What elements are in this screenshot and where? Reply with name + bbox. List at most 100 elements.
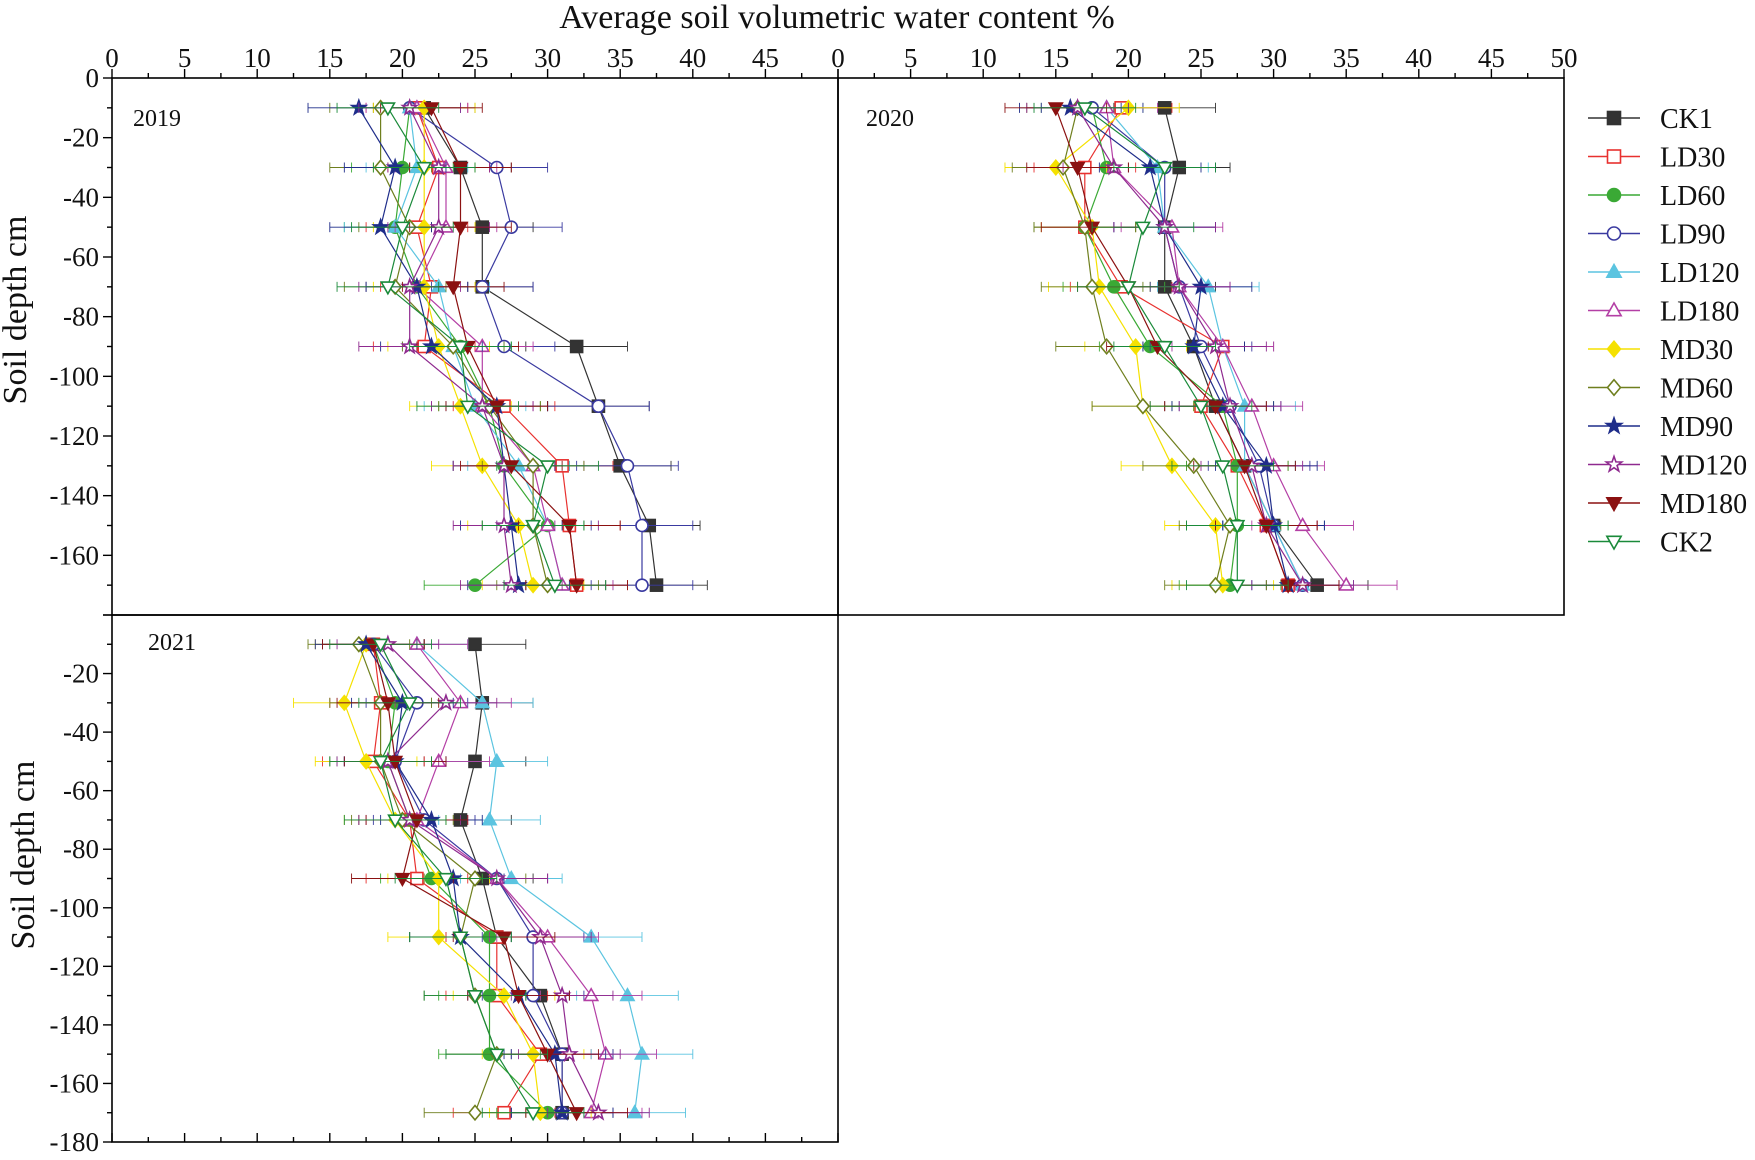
data-point: [394, 872, 411, 888]
data-point: [452, 931, 469, 946]
y-tick-label: -80: [63, 834, 99, 864]
x-tick-label: 45: [752, 43, 779, 73]
x-tick-label: 40: [679, 43, 706, 73]
data-point: [1134, 221, 1151, 236]
series-CK2: [336, 102, 607, 594]
data-point: [436, 692, 456, 711]
x-tick-label: 10: [970, 43, 997, 73]
x-tick-label: 10: [244, 43, 271, 73]
data-point: [421, 336, 441, 355]
panel-title: 2021: [148, 630, 196, 656]
data-point: [583, 987, 600, 1002]
data-point: [1140, 157, 1160, 176]
data-point: [561, 519, 578, 535]
data-point: [372, 755, 389, 770]
legend-marker: [1606, 110, 1622, 126]
top-axis-title: Average soil volumetric water content %: [559, 0, 1114, 36]
legend-marker: [1606, 339, 1622, 359]
data-point: [1293, 575, 1313, 594]
data-point: [400, 276, 420, 295]
legend-entry-MD120: MD120: [1588, 451, 1747, 482]
data-point: [423, 102, 440, 117]
legend-entry-CK2: CK2: [1588, 528, 1713, 559]
y-axis-title-top: Soil depth cm: [0, 216, 34, 405]
data-point: [429, 217, 449, 236]
data-point: [488, 400, 505, 415]
legend-marker: [1606, 187, 1622, 203]
y-tick-label: -160: [50, 1068, 100, 1098]
data-point: [429, 157, 449, 176]
x-tick-label: 20: [1115, 43, 1142, 73]
panels: 0 5 10 15 20 25 30 35 40 450-20-40-60-80-100-120-…: [50, 43, 1578, 1157]
legend-marker: [1605, 535, 1623, 551]
y-tick-label: -120: [50, 421, 100, 451]
data-point: [1236, 460, 1253, 475]
data-point: [635, 578, 649, 592]
legend-marker: [1605, 262, 1623, 279]
legend-entry-MD90: MD90: [1588, 412, 1733, 443]
legend-marker: [1605, 301, 1623, 317]
data-point: [503, 460, 520, 475]
data-point: [1220, 396, 1240, 415]
legend-marker: [1603, 453, 1625, 474]
y-tick-label: -180: [50, 1127, 100, 1155]
data-point: [1156, 340, 1173, 356]
data-point: [568, 579, 585, 594]
data-point: [401, 697, 418, 712]
legend-entry-LD60: LD60: [1588, 181, 1725, 212]
data-point: [530, 927, 550, 946]
legend-label: LD120: [1660, 258, 1739, 289]
legend-marker: [1606, 378, 1622, 397]
y-tick-label: -20: [63, 659, 99, 689]
legend-entry-MD30: MD30: [1588, 335, 1733, 366]
data-point: [503, 869, 520, 885]
y-tick-label: -60: [63, 776, 99, 806]
data-point: [525, 1107, 542, 1122]
legend-label: MD180: [1660, 489, 1747, 520]
data-point: [496, 931, 513, 946]
panel-title: 2019: [133, 106, 181, 132]
legend-label: MD90: [1660, 412, 1733, 443]
x-tick-label: 15: [1042, 43, 1069, 73]
data-point: [387, 755, 404, 770]
data-point: [472, 396, 492, 415]
data-point: [546, 579, 563, 594]
data-point: [634, 1045, 650, 1060]
data-point: [445, 281, 462, 296]
data-point: [588, 1102, 608, 1121]
panel-2021: -20 -40 -60 -80 -100 -120 -140 -160 -180 2021: [50, 614, 839, 1157]
data-point: [591, 399, 606, 413]
data-point: [559, 1044, 579, 1063]
data-point: [467, 990, 483, 1005]
data-point: [371, 217, 391, 236]
data-point: [481, 811, 498, 826]
x-tick-label: 15: [316, 43, 343, 73]
data-point: [1193, 400, 1209, 415]
x-tick-label: 5: [904, 43, 918, 73]
data-point: [1156, 161, 1173, 177]
data-point: [1076, 102, 1093, 117]
y-tick-label: -100: [50, 361, 100, 391]
data-point: [400, 97, 420, 116]
data-point: [1229, 579, 1246, 594]
data-point: [452, 340, 469, 356]
data-point: [539, 460, 556, 475]
data-point: [1184, 336, 1204, 355]
y-tick-label: -100: [50, 893, 100, 923]
legend-label: LD90: [1660, 220, 1725, 251]
data-point: [1258, 519, 1275, 535]
y-axis-title-bottom: Soil depth cm: [5, 761, 42, 950]
legend-entry-LD30: LD30: [1588, 143, 1725, 174]
panel-title: 2020: [866, 106, 914, 132]
legend-label: MD120: [1660, 451, 1747, 482]
legend-label: MD60: [1660, 374, 1733, 405]
x-tick-label: 40: [1405, 43, 1432, 73]
x-tick-label: 35: [607, 43, 634, 73]
legend-marker: [1605, 496, 1623, 513]
legend-entry-CK1: CK1: [1588, 104, 1713, 135]
legend-entry-MD60: MD60: [1588, 374, 1733, 405]
legend-label: CK2: [1660, 528, 1713, 559]
data-point: [539, 516, 556, 532]
data-point: [1191, 276, 1211, 295]
legend-label: LD30: [1660, 143, 1725, 174]
